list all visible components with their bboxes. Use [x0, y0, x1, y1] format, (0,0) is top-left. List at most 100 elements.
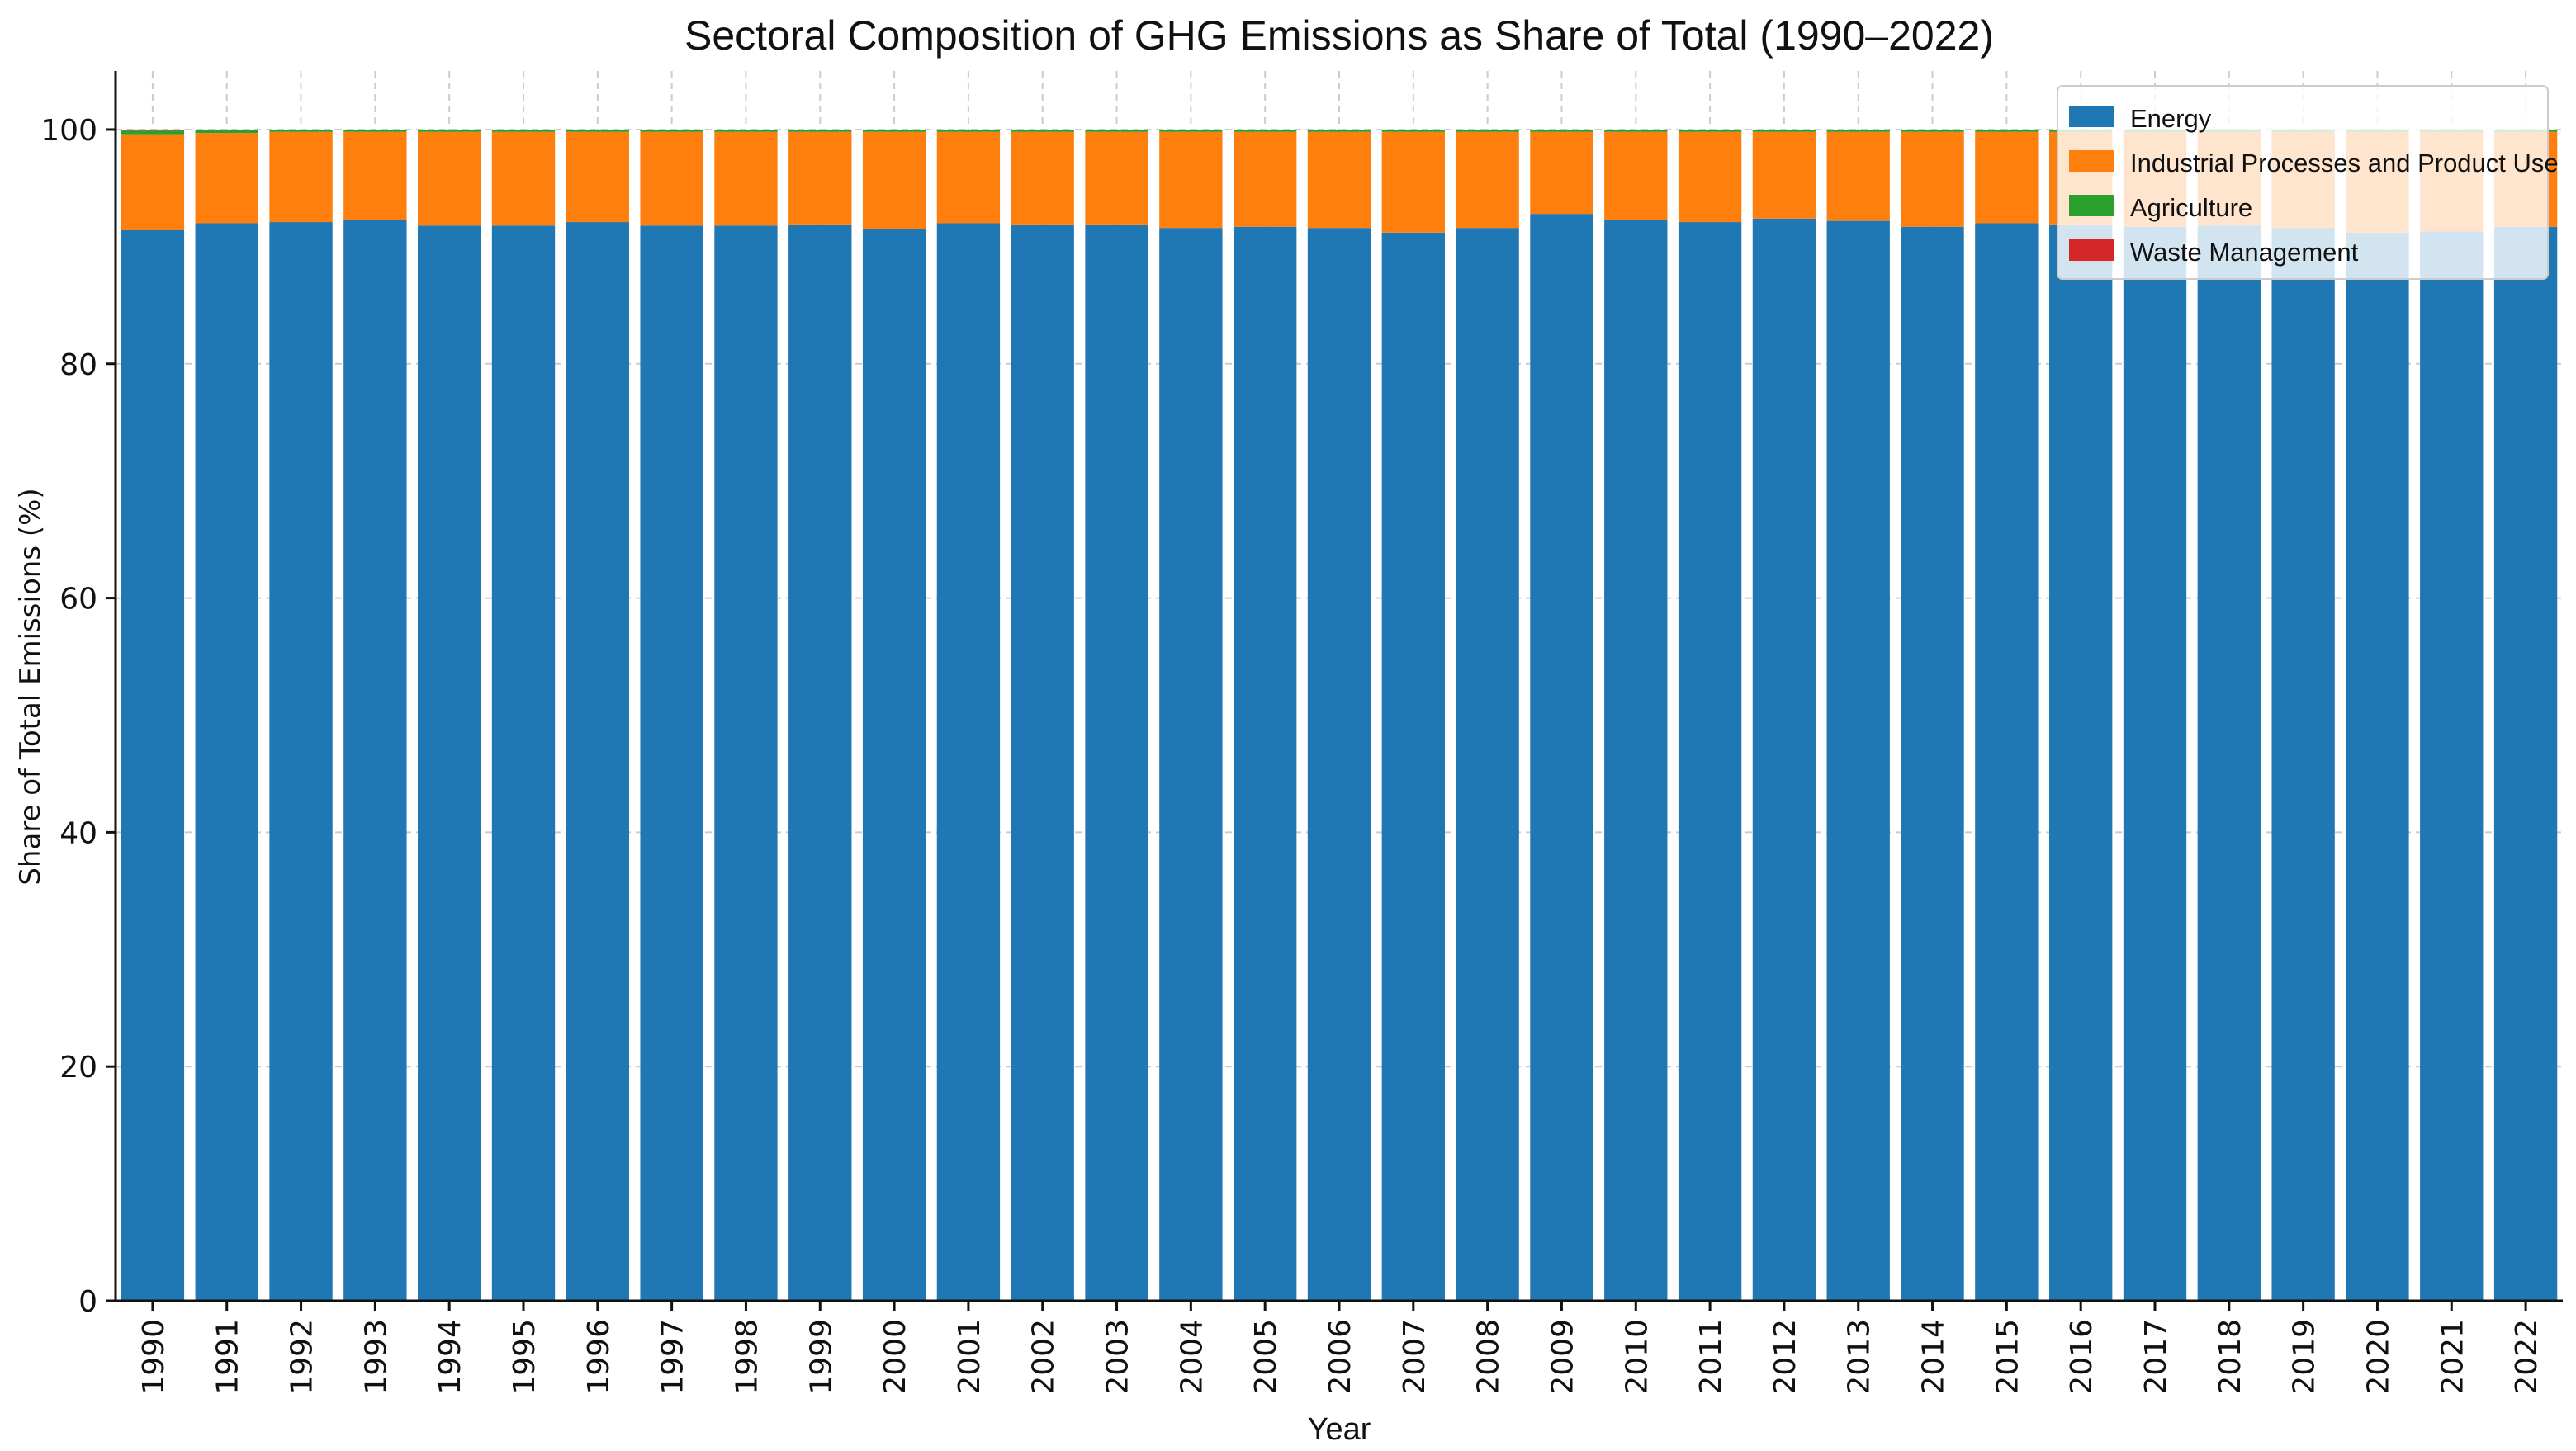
- x-tick-label: 2006: [1324, 1319, 1357, 1395]
- x-tick-label: 2007: [1398, 1319, 1432, 1395]
- bar-agriculture-2004: [1159, 129, 1223, 132]
- bar-agriculture-2005: [1234, 129, 1297, 132]
- x-tick-label: 2000: [878, 1319, 912, 1395]
- bar-agriculture-1996: [566, 129, 629, 132]
- bar-industrial-processes-and-product-use-1993: [343, 131, 407, 220]
- bar-industrial-processes-and-product-use-2011: [1678, 131, 1742, 223]
- bar-energy-2015: [1975, 223, 2039, 1301]
- bar-agriculture-1997: [640, 129, 703, 132]
- y-tick-label: 60: [59, 583, 97, 617]
- x-axis-label: Year: [1308, 1412, 1371, 1447]
- bar-agriculture-2009: [1530, 129, 1593, 132]
- bar-agriculture-1990: [121, 130, 185, 135]
- bar-agriculture-1998: [714, 129, 778, 132]
- y-tick-label: 0: [78, 1285, 97, 1319]
- x-tick-label: 2008: [1472, 1319, 1506, 1395]
- bar-energy-2001: [936, 223, 1001, 1301]
- bar-energy-2014: [1901, 226, 1964, 1301]
- chart-title: Sectoral Composition of GHG Emissions as…: [684, 12, 1994, 59]
- bar-agriculture-1995: [491, 129, 556, 132]
- x-tick-label: 2002: [1027, 1319, 1061, 1395]
- bars: [121, 129, 2558, 1302]
- bar-industrial-processes-and-product-use-1998: [714, 131, 778, 226]
- bar-energy-2011: [1678, 222, 1742, 1301]
- legend-label-agriculture: Agriculture: [2130, 193, 2252, 222]
- bar-agriculture-2001: [936, 129, 1001, 132]
- bar-industrial-processes-and-product-use-1992: [269, 131, 333, 223]
- bar-agriculture-2000: [862, 129, 926, 132]
- bar-energy-2021: [2420, 231, 2484, 1301]
- legend: Energy Industrial Processes and Product U…: [2057, 85, 2559, 280]
- legend-label-industrial-processes-and-product-use: Industrial Processes and Product Use: [2130, 149, 2559, 177]
- bar-energy-1992: [269, 222, 333, 1301]
- bar-industrial-processes-and-product-use-1990: [121, 134, 185, 230]
- x-tick-label: 1995: [508, 1319, 542, 1395]
- bar-industrial-processes-and-product-use-2004: [1159, 131, 1223, 229]
- bar-energy-1995: [491, 225, 556, 1301]
- bar-industrial-processes-and-product-use-1997: [640, 131, 703, 226]
- y-tick-label: 40: [59, 816, 97, 850]
- x-tick-label: 2005: [1249, 1319, 1283, 1395]
- legend-label-waste-management: Waste Management: [2130, 238, 2359, 267]
- x-tick-label: 1990: [137, 1319, 171, 1395]
- x-tick-label: 2001: [953, 1319, 987, 1395]
- bar-industrial-processes-and-product-use-2007: [1381, 131, 1445, 233]
- y-tick-label: 100: [40, 114, 97, 148]
- bar-agriculture-1993: [343, 129, 407, 132]
- legend-swatch-waste-management: [2069, 239, 2114, 261]
- bar-industrial-processes-and-product-use-1995: [491, 131, 556, 226]
- bar-industrial-processes-and-product-use-2005: [1234, 131, 1297, 227]
- bar-agriculture-2012: [1752, 129, 1816, 132]
- bar-energy-2022: [2493, 226, 2558, 1301]
- bar-industrial-processes-and-product-use-2008: [1456, 131, 1519, 229]
- x-tick-label: 1993: [359, 1319, 393, 1395]
- bar-industrial-processes-and-product-use-2015: [1975, 131, 2039, 224]
- bar-energy-2004: [1159, 228, 1223, 1302]
- bar-agriculture-2003: [1085, 129, 1148, 132]
- legend-swatch-industrial-processes-and-product-use: [2069, 150, 2114, 172]
- bar-industrial-processes-and-product-use-2010: [1604, 131, 1668, 220]
- legend-label-energy: Energy: [2130, 104, 2212, 133]
- x-tick-label: 2017: [2139, 1319, 2173, 1395]
- bar-industrial-processes-and-product-use-2013: [1826, 131, 1890, 221]
- x-tick-label: 2019: [2288, 1319, 2322, 1395]
- bar-industrial-processes-and-product-use-2000: [862, 131, 926, 229]
- bar-agriculture-2011: [1678, 129, 1742, 132]
- x-tick-label: 2015: [1991, 1319, 2024, 1395]
- x-tick-label: 2012: [1769, 1319, 1802, 1395]
- bar-agriculture-1992: [269, 129, 333, 132]
- bar-energy-1990: [121, 229, 185, 1301]
- bar-agriculture-2002: [1011, 129, 1074, 132]
- bar-agriculture-2008: [1456, 129, 1519, 132]
- x-tick-label: 1997: [656, 1319, 690, 1395]
- x-tick-label: 2016: [2065, 1319, 2099, 1395]
- bar-energy-2020: [2346, 232, 2409, 1301]
- x-tick-label: 2009: [1546, 1319, 1579, 1395]
- bar-industrial-processes-and-product-use-1991: [195, 133, 258, 224]
- bar-energy-1993: [343, 220, 407, 1302]
- bar-agriculture-2010: [1604, 129, 1668, 132]
- bar-agriculture-2014: [1901, 129, 1964, 132]
- x-tick-label: 1999: [804, 1319, 838, 1395]
- x-tick-label: 2020: [2361, 1319, 2395, 1395]
- legend-box: [2057, 85, 2549, 280]
- bar-energy-1996: [566, 222, 629, 1301]
- bar-energy-1997: [640, 225, 703, 1301]
- bar-energy-2016: [2049, 224, 2113, 1301]
- x-tick-label: 1992: [286, 1319, 320, 1395]
- bar-energy-2017: [2123, 226, 2187, 1301]
- x-tick-label: 2014: [1917, 1319, 1951, 1395]
- bar-energy-2005: [1234, 226, 1297, 1301]
- bar-energy-1998: [714, 225, 778, 1301]
- bar-industrial-processes-and-product-use-2009: [1530, 131, 1593, 215]
- x-tick-label: 2011: [1694, 1319, 1728, 1395]
- bar-industrial-processes-and-product-use-2006: [1307, 131, 1371, 229]
- x-tick-label: 2018: [2214, 1319, 2247, 1395]
- bar-agriculture-1994: [418, 129, 481, 132]
- bar-industrial-processes-and-product-use-2002: [1011, 131, 1074, 225]
- legend-swatch-energy: [2069, 106, 2114, 127]
- bar-agriculture-1991: [195, 129, 258, 134]
- bar-industrial-processes-and-product-use-2003: [1085, 131, 1148, 225]
- x-tick-label: 2003: [1101, 1319, 1135, 1395]
